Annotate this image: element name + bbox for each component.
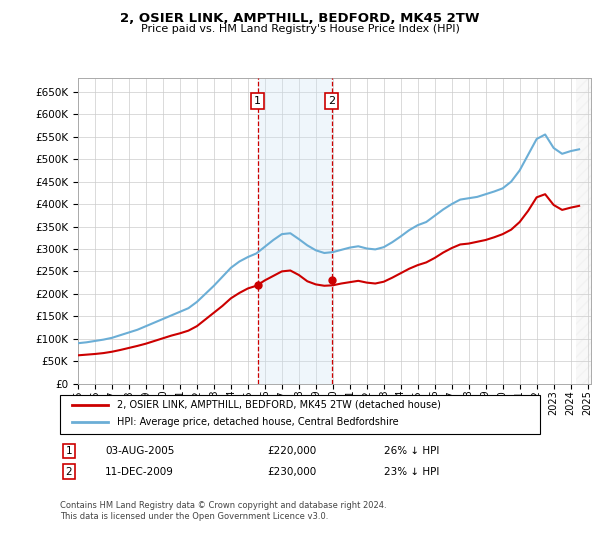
Text: 1: 1 <box>254 96 261 106</box>
Text: 2: 2 <box>65 466 73 477</box>
Text: Price paid vs. HM Land Registry's House Price Index (HPI): Price paid vs. HM Land Registry's House … <box>140 24 460 34</box>
Text: 23% ↓ HPI: 23% ↓ HPI <box>384 466 439 477</box>
Text: 2: 2 <box>328 96 335 106</box>
Text: 1: 1 <box>65 446 73 456</box>
Text: HPI: Average price, detached house, Central Bedfordshire: HPI: Average price, detached house, Cent… <box>117 417 398 427</box>
Text: Contains HM Land Registry data © Crown copyright and database right 2024.
This d: Contains HM Land Registry data © Crown c… <box>60 501 386 521</box>
Text: £220,000: £220,000 <box>267 446 316 456</box>
Text: 2, OSIER LINK, AMPTHILL, BEDFORD, MK45 2TW (detached house): 2, OSIER LINK, AMPTHILL, BEDFORD, MK45 2… <box>117 400 441 410</box>
Bar <box>576 78 591 384</box>
Bar <box>258 78 332 384</box>
Text: 26% ↓ HPI: 26% ↓ HPI <box>384 446 439 456</box>
Text: 03-AUG-2005: 03-AUG-2005 <box>105 446 175 456</box>
Text: 11-DEC-2009: 11-DEC-2009 <box>105 466 174 477</box>
Text: 2, OSIER LINK, AMPTHILL, BEDFORD, MK45 2TW: 2, OSIER LINK, AMPTHILL, BEDFORD, MK45 2… <box>120 12 480 25</box>
Text: £230,000: £230,000 <box>267 466 316 477</box>
